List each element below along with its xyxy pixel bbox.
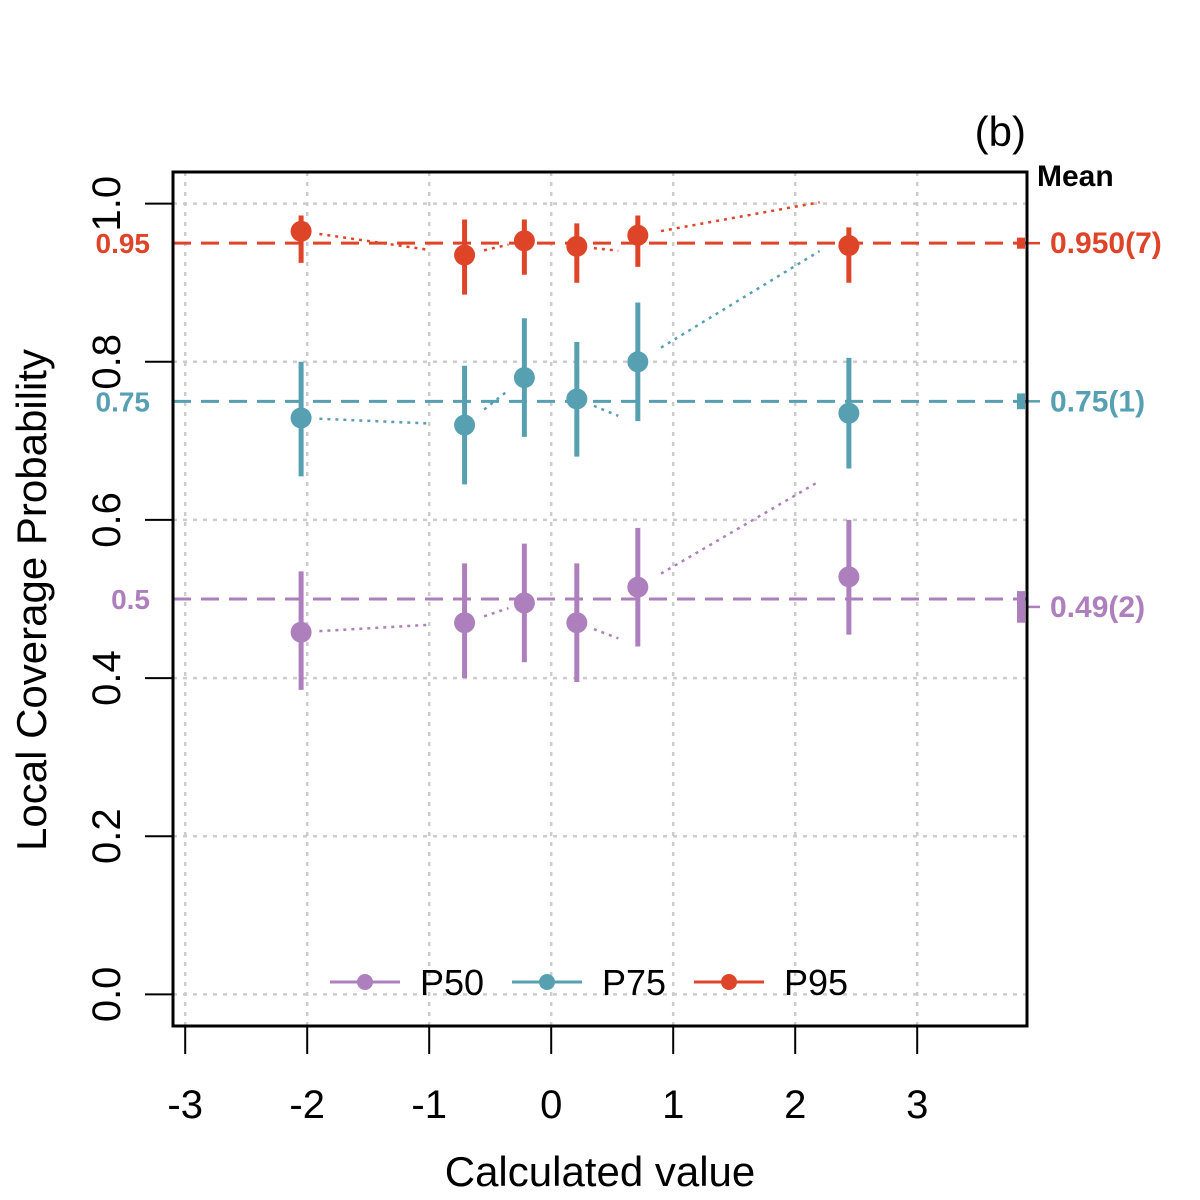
connector-line <box>483 389 510 411</box>
data-point <box>838 402 860 424</box>
legend: P50 P75 P95 <box>330 962 848 1003</box>
connector-line <box>660 480 821 575</box>
connector-line <box>593 246 619 252</box>
legend-label-p95: P95 <box>784 962 848 1003</box>
x-tick-label: 2 <box>784 1083 806 1127</box>
y-tick-label: 0.0 <box>85 967 129 1023</box>
data-point <box>290 407 312 429</box>
mean-label-p75: 0.75(1) <box>1050 385 1145 418</box>
y-tick-label: 0.2 <box>85 808 129 864</box>
data-point <box>627 224 649 246</box>
legend-label-p50: P50 <box>420 962 484 1003</box>
target-label-p95: 0.95 <box>96 228 151 259</box>
panel-label: (b) <box>975 108 1026 155</box>
data-point <box>838 235 860 257</box>
data-point <box>627 351 649 373</box>
connector-line <box>319 232 430 252</box>
y-axis: 0.0 0.2 0.4 0.6 0.8 1.0 <box>85 176 173 1022</box>
side-labels: 0.5 0.49(2) 0.75 0.75(1) 0.95 0.950(7) <box>96 227 1162 624</box>
data-point <box>513 367 535 389</box>
mean-label-p50: 0.49(2) <box>1050 591 1145 624</box>
legend-marker-p95 <box>721 974 737 990</box>
data-point <box>566 388 588 410</box>
x-tick-label: 0 <box>540 1083 562 1127</box>
data-point <box>566 235 588 257</box>
x-tick-label: 1 <box>662 1083 684 1127</box>
connector-line <box>483 607 509 618</box>
y-tick-label: 1.0 <box>85 176 129 232</box>
x-tick-label: 3 <box>906 1083 928 1127</box>
x-axis: -3 -2 -1 0 1 2 3 <box>167 1026 928 1127</box>
data-point <box>290 220 312 242</box>
y-tick-label: 0.4 <box>85 650 129 706</box>
connector-line <box>593 404 619 417</box>
connector-line <box>319 417 430 425</box>
y-tick-label: 0.8 <box>85 334 129 390</box>
legend-label-p75: P75 <box>602 962 666 1003</box>
data-point <box>627 576 649 598</box>
plot-frame <box>171 170 1029 1028</box>
data-point <box>454 244 476 266</box>
data-points <box>290 220 860 643</box>
data-point <box>838 566 860 588</box>
data-point <box>454 414 476 436</box>
data-point <box>566 612 588 634</box>
connector-line <box>593 627 619 640</box>
grid <box>173 172 1027 1026</box>
connector-line <box>660 201 820 233</box>
connector-line <box>483 243 509 252</box>
x-axis-label: Calculated value <box>445 1148 756 1195</box>
legend-marker-p50 <box>357 974 373 990</box>
mean-header: Mean <box>1037 160 1114 193</box>
data-point <box>513 230 535 252</box>
target-label-p75: 0.75 <box>96 386 151 417</box>
legend-marker-p75 <box>539 974 555 990</box>
data-point <box>290 621 312 643</box>
connector-line <box>319 623 430 633</box>
y-axis-label: Local Coverage Probability <box>8 349 55 851</box>
target-label-p50: 0.5 <box>111 584 150 615</box>
mean-label-p95: 0.950(7) <box>1050 227 1162 260</box>
x-tick-label: -2 <box>289 1083 325 1127</box>
y-tick-label: 0.6 <box>85 492 129 548</box>
connector-lines <box>319 201 821 640</box>
x-tick-label: -1 <box>411 1083 447 1127</box>
connector-line <box>660 249 821 349</box>
x-tick-label: -3 <box>167 1083 203 1127</box>
mean-markers <box>1017 237 1040 623</box>
data-point <box>513 592 535 614</box>
data-point <box>454 612 476 634</box>
reference-lines <box>173 241 1027 601</box>
